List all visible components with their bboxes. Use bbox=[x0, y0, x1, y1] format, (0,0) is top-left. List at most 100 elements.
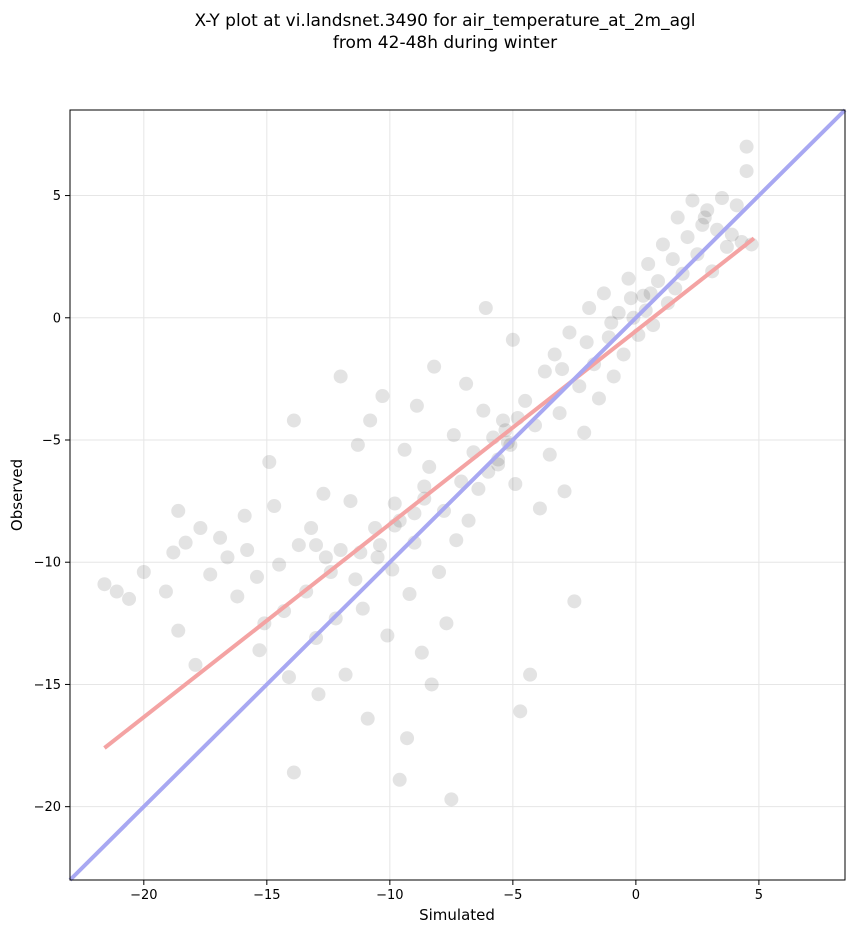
data-point bbox=[360, 711, 375, 726]
data-point bbox=[432, 565, 447, 579]
y-tick-label: −20 bbox=[34, 800, 61, 815]
data-point bbox=[178, 535, 193, 550]
data-point bbox=[496, 413, 511, 428]
data-point bbox=[505, 332, 520, 347]
data-point bbox=[577, 425, 592, 440]
data-point bbox=[171, 503, 186, 518]
data-point bbox=[237, 508, 252, 523]
data-point bbox=[343, 494, 358, 509]
data-point bbox=[281, 670, 296, 685]
x-tick-label: 0 bbox=[632, 888, 640, 903]
y-tick-label: 5 bbox=[53, 189, 61, 204]
y-tick-label: −10 bbox=[34, 556, 61, 571]
y-tick-label: −5 bbox=[42, 434, 61, 449]
grid-lines bbox=[70, 110, 845, 880]
data-point bbox=[338, 667, 353, 682]
data-point bbox=[373, 538, 387, 553]
data-point bbox=[444, 792, 459, 807]
data-point bbox=[309, 538, 324, 553]
data-point bbox=[532, 501, 547, 516]
data-point bbox=[304, 521, 319, 535]
data-point bbox=[579, 335, 594, 350]
data-point bbox=[621, 271, 636, 286]
x-tick-label: −10 bbox=[376, 888, 403, 903]
data-point bbox=[641, 257, 656, 271]
data-point bbox=[697, 210, 712, 225]
data-point bbox=[375, 389, 390, 403]
data-point bbox=[370, 550, 385, 565]
x-axis-label: Simulated bbox=[419, 906, 495, 924]
data-point bbox=[220, 550, 235, 565]
data-point bbox=[109, 584, 124, 599]
data-point bbox=[523, 667, 538, 682]
data-point bbox=[537, 364, 552, 379]
data-point bbox=[193, 521, 208, 535]
data-point bbox=[392, 772, 407, 787]
data-point bbox=[136, 565, 151, 579]
fit-lines bbox=[68, 108, 847, 882]
data-point bbox=[262, 455, 277, 469]
data-point bbox=[591, 391, 606, 406]
data-point bbox=[249, 569, 264, 584]
data-point bbox=[719, 239, 734, 254]
data-point bbox=[636, 288, 651, 303]
scatter-points bbox=[97, 139, 759, 807]
data-point bbox=[604, 315, 619, 330]
data-point bbox=[188, 657, 203, 672]
data-point bbox=[158, 584, 173, 599]
data-point bbox=[316, 486, 331, 501]
data-point bbox=[476, 403, 491, 418]
data-point bbox=[400, 731, 415, 746]
x-tick-label: −5 bbox=[503, 888, 522, 903]
data-point bbox=[478, 301, 493, 315]
data-point bbox=[446, 428, 461, 443]
y-tick-label: 0 bbox=[53, 311, 61, 326]
data-point bbox=[122, 591, 137, 606]
data-point bbox=[665, 252, 680, 267]
data-point bbox=[606, 369, 621, 384]
data-point bbox=[518, 393, 533, 408]
data-point bbox=[402, 587, 417, 601]
data-point bbox=[171, 623, 186, 638]
data-point bbox=[739, 139, 754, 154]
data-point bbox=[417, 479, 432, 494]
data-point bbox=[461, 513, 476, 528]
data-point bbox=[700, 203, 715, 218]
data-point bbox=[596, 286, 611, 301]
data-point bbox=[252, 643, 267, 658]
data-point bbox=[552, 406, 567, 421]
data-point bbox=[623, 291, 638, 306]
data-point bbox=[380, 628, 395, 643]
data-point bbox=[363, 413, 378, 428]
data-point bbox=[471, 481, 486, 496]
data-point bbox=[348, 572, 363, 587]
data-point bbox=[616, 347, 631, 362]
data-point bbox=[350, 437, 365, 452]
y-axis-ticks: −20 −15 −10 −5 0 5 bbox=[34, 189, 70, 815]
data-point bbox=[582, 301, 597, 315]
data-point bbox=[424, 677, 439, 692]
y-tick-label: −15 bbox=[34, 678, 61, 693]
data-point bbox=[97, 577, 112, 592]
identity-line bbox=[68, 108, 847, 882]
data-point bbox=[213, 530, 228, 545]
regression-line bbox=[103, 236, 756, 750]
data-point bbox=[567, 594, 582, 609]
data-point bbox=[387, 496, 402, 511]
data-point bbox=[680, 230, 695, 245]
data-point bbox=[355, 601, 370, 616]
data-point bbox=[333, 543, 348, 557]
data-point bbox=[427, 359, 442, 374]
data-point bbox=[542, 447, 557, 462]
data-point bbox=[562, 325, 577, 340]
data-point bbox=[670, 210, 685, 225]
data-point bbox=[685, 193, 700, 208]
data-point bbox=[397, 442, 412, 457]
y-axis-label: Observed bbox=[8, 459, 26, 531]
data-point bbox=[333, 369, 348, 384]
data-point bbox=[508, 477, 523, 491]
data-point bbox=[513, 704, 528, 719]
data-point bbox=[318, 550, 333, 565]
